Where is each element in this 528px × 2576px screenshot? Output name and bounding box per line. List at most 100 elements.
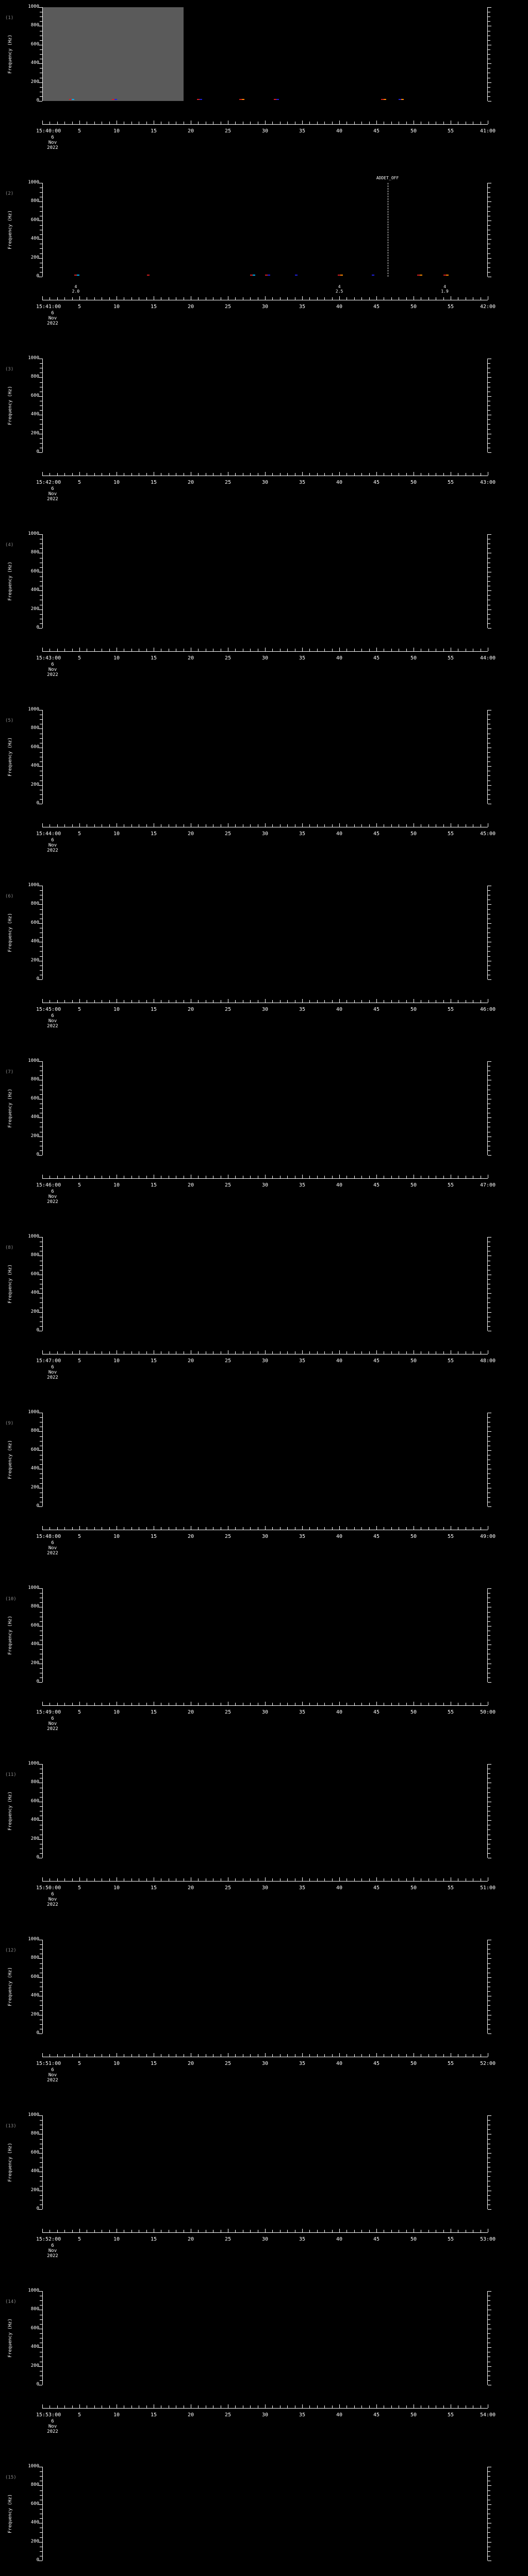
x-axis-tick: [94, 1527, 95, 1530]
x-axis-tick: [146, 2405, 147, 2408]
x-axis-tick: [272, 122, 273, 124]
y-axis-title: Frequency (Hz): [8, 386, 13, 425]
y-axis-tick: [40, 1968, 42, 1969]
x-axis-tick: [309, 1878, 310, 1881]
y-axis-tick: [488, 410, 490, 411]
x-axis-tick-label: 10: [113, 304, 120, 310]
x-axis-tick: [72, 1527, 73, 1530]
y-axis-tick: [488, 2380, 490, 2381]
y-axis-right: [487, 886, 491, 980]
detection-marker-segment: [338, 275, 341, 276]
x-axis-tick: [376, 2053, 377, 2057]
detection-marker-label: 4 1.9: [441, 284, 449, 294]
y-axis-tick: [40, 424, 42, 425]
x-axis-tick-label: 47:00: [480, 1182, 496, 1188]
x-axis-tick: [391, 2054, 392, 2057]
y-axis-tick: [488, 1440, 490, 1442]
x-axis-tick: [64, 1000, 65, 1003]
x-axis-tick: [369, 122, 370, 124]
x-axis-tick: [265, 1175, 266, 1178]
x-axis-tick: [324, 1351, 325, 1354]
x-axis-tick: [94, 1878, 95, 1881]
x-axis-tick: [376, 1175, 377, 1178]
y-axis-right: [487, 1413, 491, 1507]
y-axis-tick: [488, 1122, 490, 1123]
x-axis-tick: [346, 1878, 348, 1881]
x-axis-tick-label: 10: [113, 1709, 120, 1715]
x-axis-tick: [339, 823, 340, 827]
x-axis-tick-label: 35: [299, 2236, 306, 2242]
x-axis-line: [42, 1178, 488, 1179]
y-axis-tick: [40, 234, 42, 235]
x-axis-tick-label: 25: [224, 2061, 232, 2066]
x-axis-tick: [287, 2230, 288, 2232]
y-axis-tick: [40, 2139, 42, 2140]
y-axis-tick: [488, 2319, 490, 2320]
y-axis-title: Frequency (Hz): [8, 913, 13, 952]
x-axis-tick: [339, 2053, 340, 2057]
y-axis-tick: [488, 2471, 490, 2472]
y-axis-tick: [488, 1417, 490, 1418]
y-axis-tick: [488, 937, 490, 938]
x-axis-tick-label: 45: [373, 831, 380, 837]
y-axis-tick: [40, 2162, 42, 2163]
x-axis-tick: [317, 122, 318, 124]
x-axis-tick: [346, 2230, 348, 2232]
y-axis-tick: [40, 1478, 42, 1479]
y-axis-tick-label: 600: [30, 1095, 39, 1101]
y-axis-tick: [488, 21, 490, 22]
y-axis-tick: [488, 794, 490, 795]
x-axis-line: [42, 124, 488, 125]
y-axis-tick: [488, 211, 490, 212]
x-axis-tick: [443, 1351, 444, 1354]
y-axis-tick: [39, 7, 42, 8]
x-axis-tick: [361, 2054, 362, 2057]
y-axis-tick: [39, 82, 42, 83]
y-axis-tick: [488, 201, 491, 202]
x-axis-tick: [309, 1351, 310, 1354]
y-axis-tick-label: 800: [30, 23, 39, 28]
x-axis-tick: [369, 1000, 370, 1003]
x-axis-tick: [235, 2405, 236, 2408]
x-axis-tick: [361, 2230, 362, 2232]
y-axis-tick: [488, 2176, 490, 2177]
y-axis-tick: [39, 534, 42, 535]
x-axis-tick: [287, 1878, 288, 1881]
x-axis-tick: [94, 1351, 95, 1354]
x-axis-tick: [332, 824, 333, 827]
y-axis-tick: [488, 419, 490, 420]
x-axis-tick: [79, 1350, 80, 1354]
x-axis-tick: [443, 2230, 444, 2232]
detection-marker-segment: [276, 99, 279, 100]
x-axis-tick-label: 10: [113, 1182, 120, 1188]
x-axis-line: [42, 1705, 488, 1706]
x-axis-tick-label: 20: [187, 1885, 194, 1891]
y-axis-tick: [39, 728, 42, 730]
x-axis-tick: [198, 824, 199, 827]
y-axis-tick: [488, 2509, 490, 2510]
x-axis-tick: [369, 473, 370, 476]
spectrogram-panel: (4) Frequency (Hz) 1000 800 600 400 200 0 15:43:…: [0, 527, 528, 703]
x-axis-tick-label: 15: [150, 831, 157, 837]
x-axis-tick: [309, 1527, 310, 1530]
y-axis-left: [39, 1588, 43, 1683]
x-axis-tick-label: 55: [447, 304, 454, 310]
y-axis-tick: [488, 1246, 490, 1247]
x-axis-tick: [302, 121, 303, 124]
x-axis-tick: [287, 1527, 288, 1530]
x-axis-date-label: 6 Nov 2022: [47, 662, 58, 677]
x-axis-tick-label: 15: [150, 2236, 157, 2242]
x-axis-tick-label: 15:52:00: [36, 2236, 61, 2242]
x-axis-line: [42, 651, 488, 652]
y-axis-title: Frequency (Hz): [8, 1616, 13, 1655]
x-axis-tick-label: 45: [373, 480, 380, 485]
y-axis-tick-label: 200: [30, 957, 39, 963]
y-axis-tick-label: 600: [30, 41, 39, 47]
panel-index-label: (6): [5, 894, 14, 899]
y-axis-tick: [40, 567, 42, 568]
x-axis-tick-label: 5: [77, 1007, 81, 1012]
x-axis-tick: [79, 999, 80, 1003]
x-axis-tick: [354, 122, 355, 124]
x-axis-tick: [131, 2405, 132, 2408]
y-axis-tick: [488, 1150, 490, 1151]
